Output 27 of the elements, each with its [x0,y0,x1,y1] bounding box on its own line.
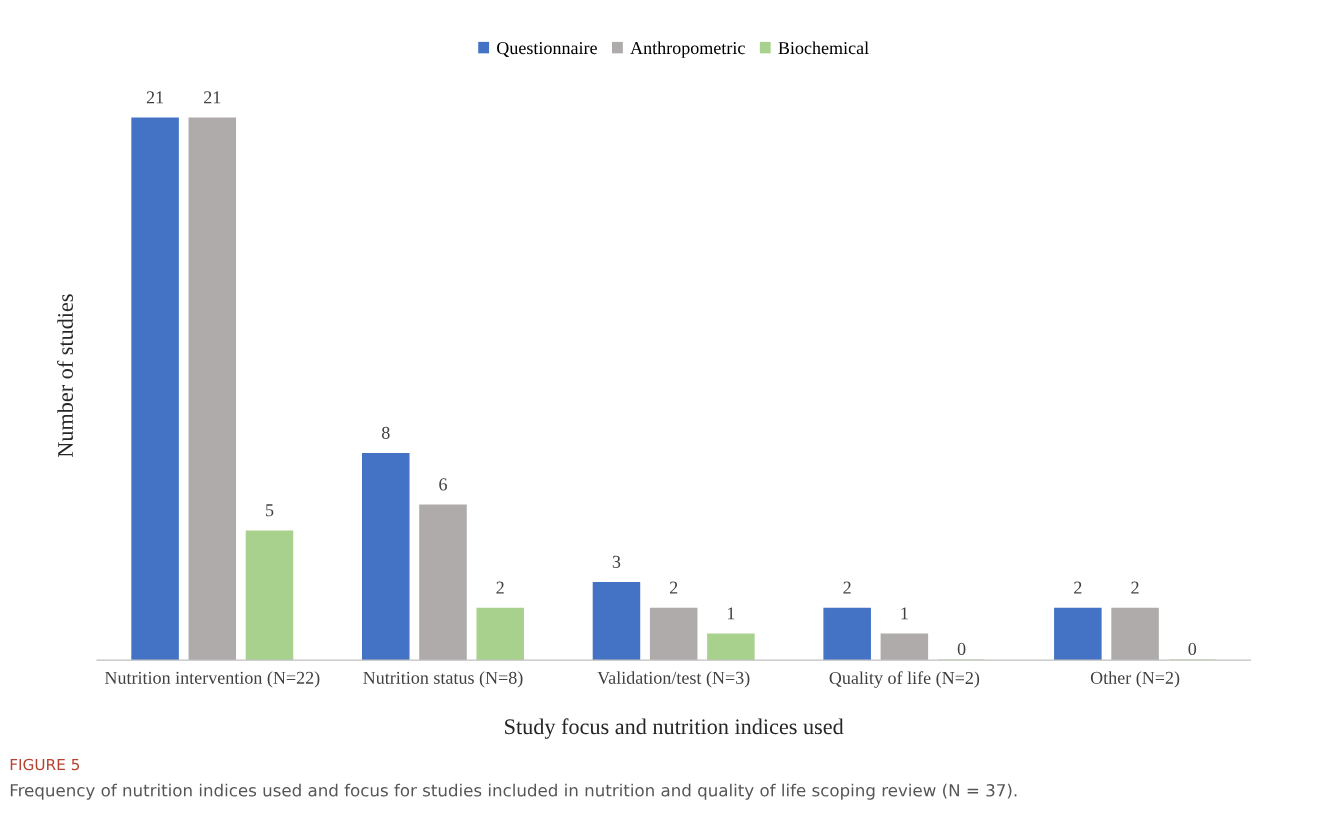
legend-label: Biochemical [778,41,869,55]
data-label: 1 [901,607,908,620]
caption: FIGURE 5 [10,758,80,771]
x-axis-title: Study focus and nutrition indices used [505,718,844,739]
data-label: 0 [957,642,966,656]
x-tick-label: Nutrition status (N=8) [363,671,523,688]
text: Frequency of nutrition indices used and focus for studies included in nutrition and quality of life scoping review (N = 37). [10,783,1017,800]
x-tick-label: Nutrition intervention (N=22) [104,671,320,688]
data-label: 0 [1188,642,1197,656]
x-tick-label: Other (N=2) [1090,671,1180,688]
data-label: 1 [727,607,735,620]
data-label: 21 [204,91,221,104]
data-label: 2 [1074,581,1082,594]
data-label: 2 [496,581,504,594]
data-label: 5 [266,504,274,517]
data-label: 2 [843,581,851,594]
y-axis-title: Number of studies [57,294,73,458]
legend-label: Anthropometric [630,41,745,58]
data-label: 8 [381,426,390,439]
data-label: 6 [439,478,447,491]
legend-label: Questionnaire [497,42,597,57]
x-tick-label: Quality of life (N=2) [829,671,980,688]
data-label: 2 [669,581,678,594]
data-label: 21 [146,91,164,104]
data-label: 3 [612,555,621,568]
x-tick-label: Validation/test (N=3) [597,671,750,688]
data-label: 2 [1131,581,1139,594]
